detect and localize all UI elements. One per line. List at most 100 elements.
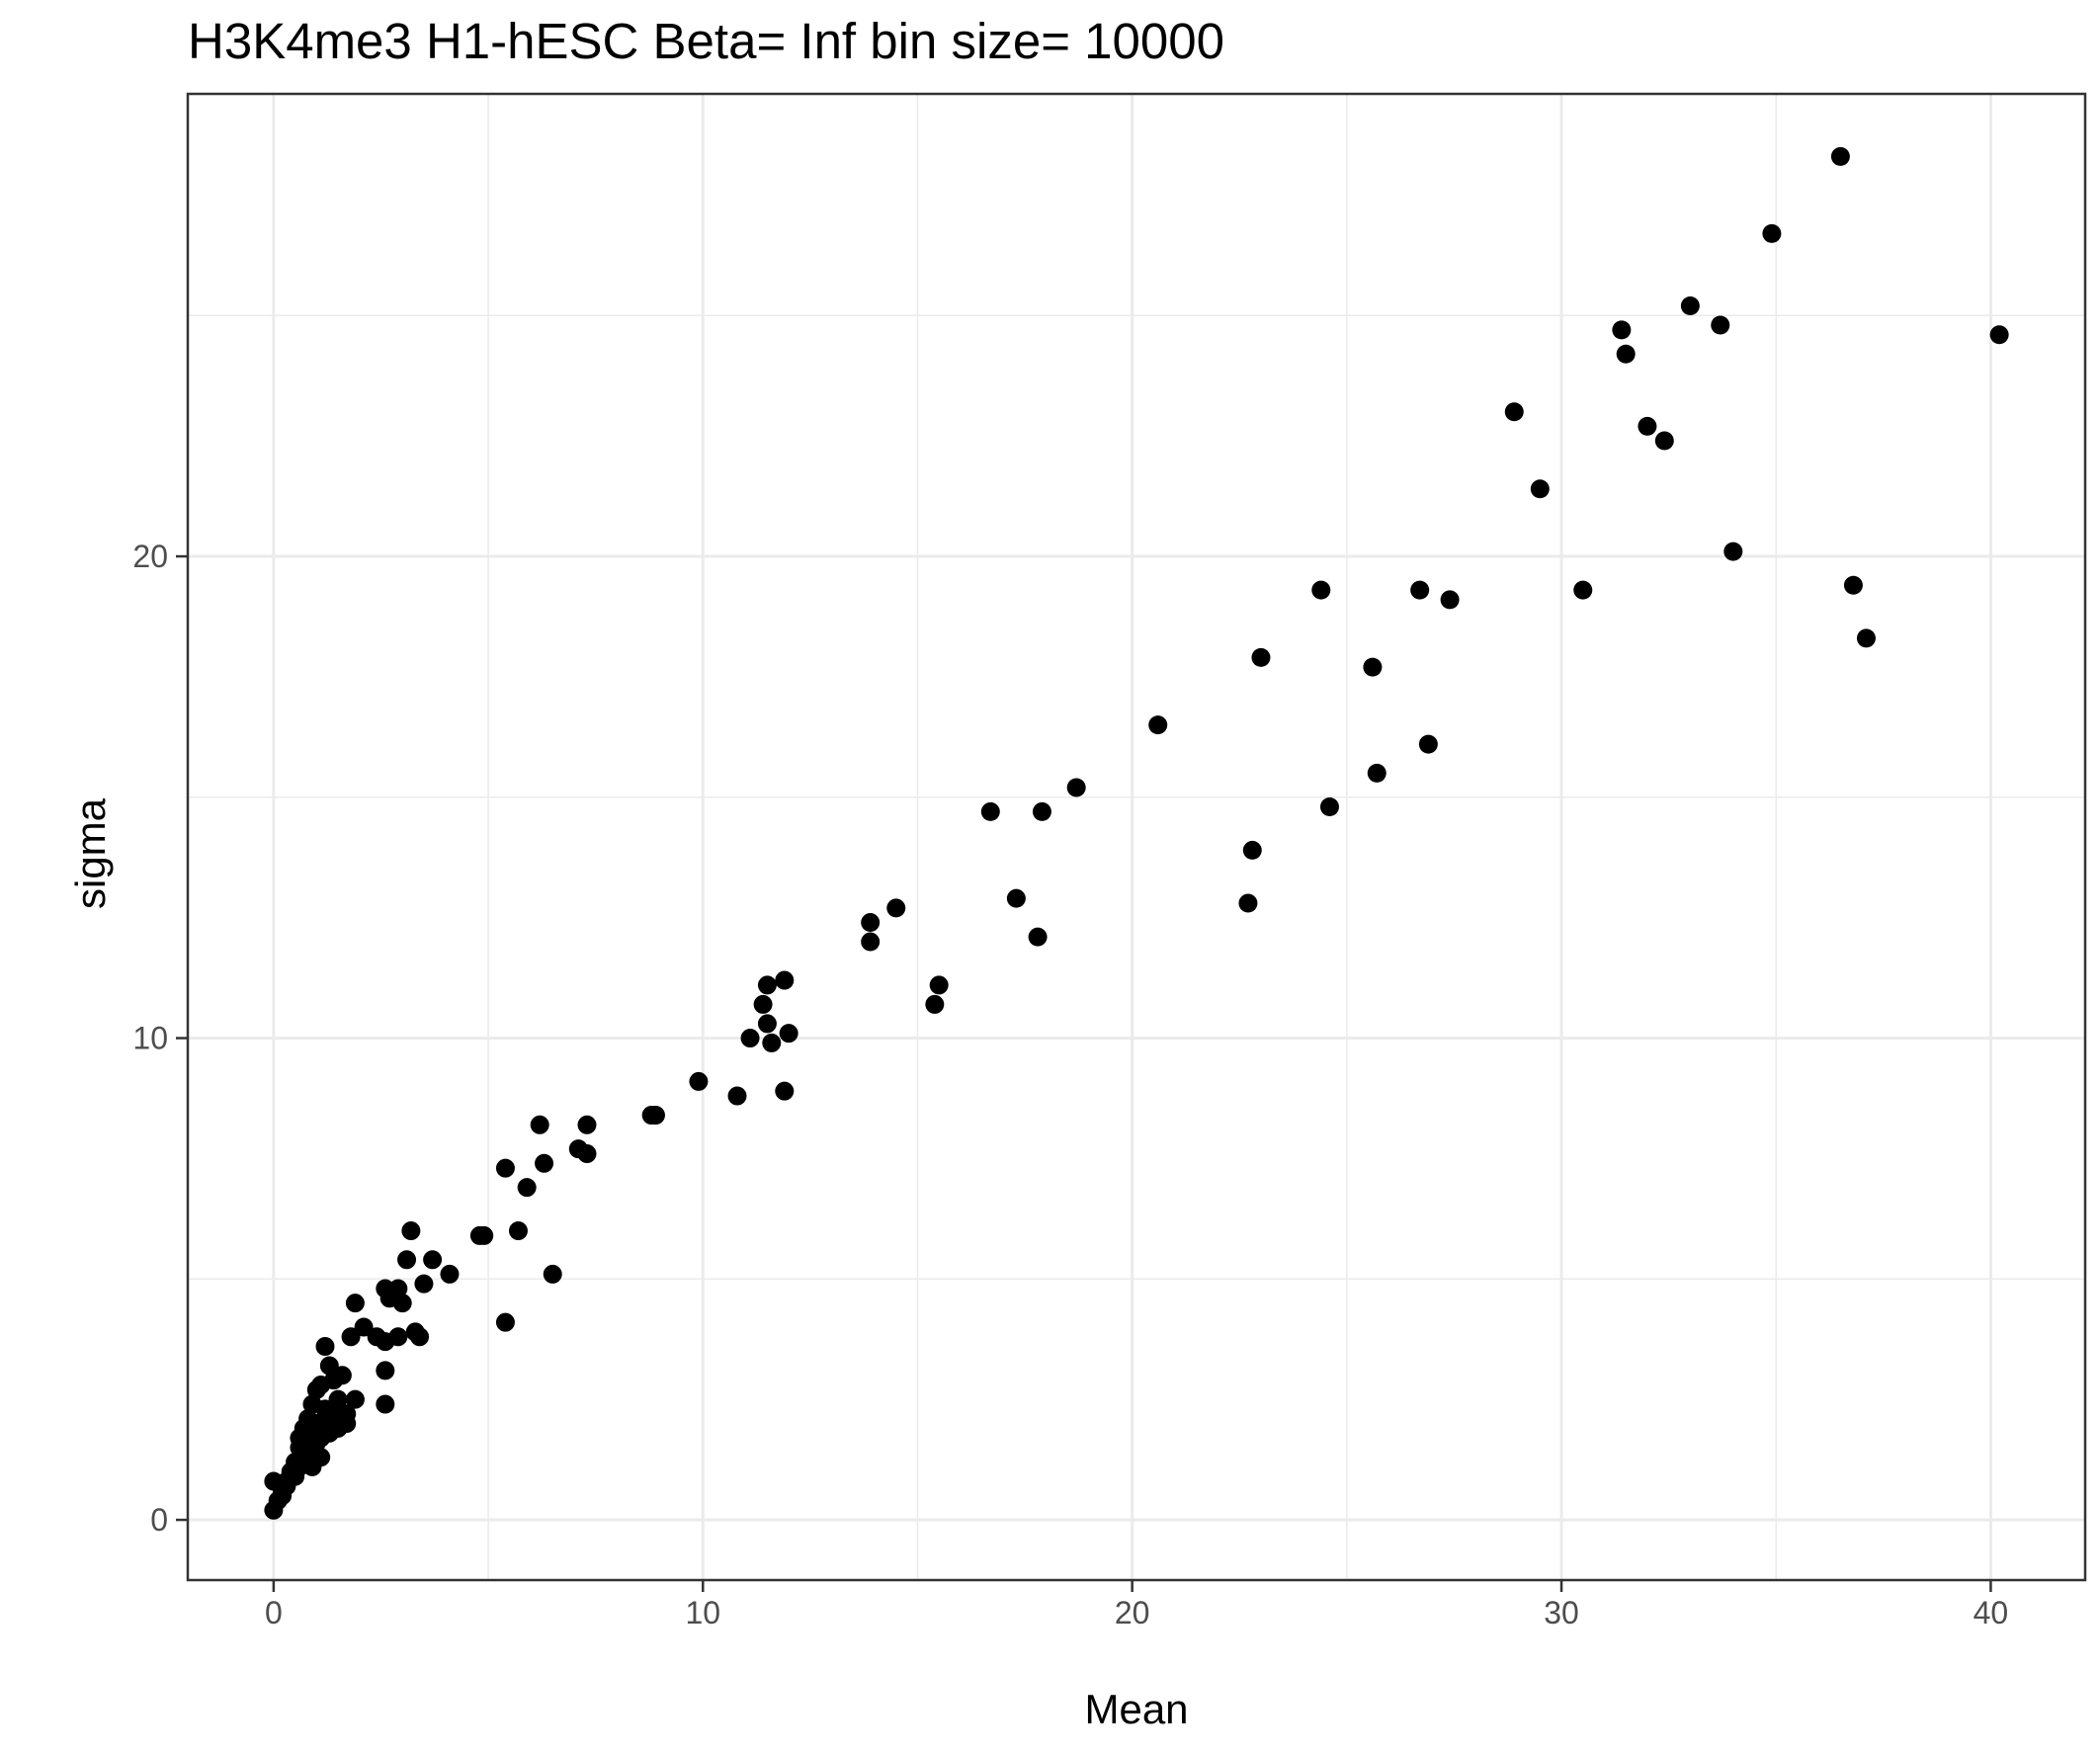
data-point [376, 1394, 395, 1414]
data-point [762, 1033, 782, 1052]
data-point [495, 1158, 515, 1178]
x-tick-label: 10 [685, 1595, 720, 1630]
points-layer [264, 146, 2009, 1520]
data-point [315, 1409, 335, 1429]
grid-layer [188, 94, 2085, 1580]
data-point [319, 1356, 339, 1376]
data-point [410, 1327, 430, 1347]
data-point [302, 1457, 322, 1476]
x-tick-label: 0 [265, 1595, 283, 1630]
y-tick-label: 0 [150, 1502, 168, 1538]
data-point [753, 994, 773, 1014]
data-point [1723, 542, 1743, 561]
data-point [779, 1024, 798, 1044]
data-point [925, 994, 945, 1014]
data-point [1006, 888, 1026, 908]
data-point [324, 1371, 344, 1390]
data-point [886, 898, 906, 918]
data-point [861, 913, 881, 933]
data-point [376, 1361, 395, 1380]
data-point [1148, 715, 1168, 735]
data-point [1830, 146, 1850, 166]
data-point [1028, 927, 1048, 947]
data-point [1612, 320, 1632, 340]
data-point [1238, 893, 1258, 913]
data-point [577, 1115, 597, 1134]
data-point [689, 1071, 709, 1091]
y-tick-label: 20 [132, 539, 168, 574]
data-point [367, 1327, 386, 1347]
data-point [980, 801, 1000, 821]
x-tick-label: 40 [1974, 1595, 2009, 1630]
data-point [264, 1500, 284, 1520]
data-point [1418, 734, 1438, 754]
data-point [577, 1144, 597, 1164]
data-point [1311, 580, 1331, 600]
data-point [1654, 431, 1674, 451]
data-point [392, 1294, 412, 1313]
data-point [315, 1337, 335, 1357]
data-point [440, 1264, 460, 1284]
data-point [397, 1250, 417, 1270]
data-point [345, 1389, 365, 1409]
data-point [495, 1312, 515, 1332]
data-point [1440, 590, 1460, 610]
data-point [306, 1379, 326, 1399]
data-point [1251, 647, 1271, 667]
y-tick-label: 10 [132, 1021, 168, 1056]
data-point [535, 1153, 554, 1173]
data-point [1032, 801, 1051, 821]
data-point [1504, 402, 1524, 422]
data-point [423, 1250, 443, 1270]
data-point [1680, 296, 1700, 316]
y-axis-title: sigma [67, 797, 114, 909]
data-point [337, 1404, 357, 1424]
data-point [1066, 778, 1086, 797]
data-point [401, 1221, 421, 1241]
data-point [775, 970, 795, 990]
data-point [273, 1481, 293, 1501]
data-point [290, 1428, 309, 1448]
data-point [306, 1433, 326, 1453]
data-point [281, 1466, 300, 1486]
panel-border [186, 92, 2087, 1582]
data-point [328, 1389, 348, 1409]
data-point [1573, 580, 1593, 600]
x-axis-title: Mean [1084, 1686, 1188, 1732]
data-point [757, 1014, 777, 1034]
data-point [1319, 797, 1339, 817]
x-tick-label: 30 [1544, 1595, 1579, 1630]
data-point [1638, 416, 1657, 436]
ticks-layer: 0 10 20 30 40 0 10 20 [132, 539, 2008, 1630]
data-point [1856, 628, 1876, 648]
data-point [861, 932, 881, 952]
data-point [1711, 315, 1730, 335]
data-point [740, 1029, 760, 1048]
data-point [1762, 223, 1782, 243]
data-point [543, 1264, 562, 1284]
data-point [1242, 840, 1262, 860]
data-point [929, 975, 949, 995]
data-point [727, 1086, 747, 1106]
data-point [1616, 344, 1636, 364]
data-point [414, 1274, 434, 1294]
data-point [1843, 575, 1863, 595]
data-point [1367, 763, 1386, 783]
data-point [345, 1294, 365, 1313]
data-point [757, 975, 777, 995]
data-point [1363, 657, 1383, 677]
data-point [341, 1327, 361, 1347]
data-point [645, 1106, 665, 1126]
x-tick-label: 20 [1115, 1595, 1150, 1630]
data-point [1530, 479, 1550, 499]
data-point [1989, 325, 2009, 345]
chart-title: H3K4me3 H1-hESC Beta= Inf bin size= 1000… [188, 13, 1224, 69]
data-point [530, 1115, 549, 1134]
data-point [508, 1221, 528, 1241]
data-point [354, 1317, 374, 1337]
data-point [319, 1423, 339, 1443]
data-point [474, 1225, 494, 1245]
data-point [517, 1178, 537, 1198]
